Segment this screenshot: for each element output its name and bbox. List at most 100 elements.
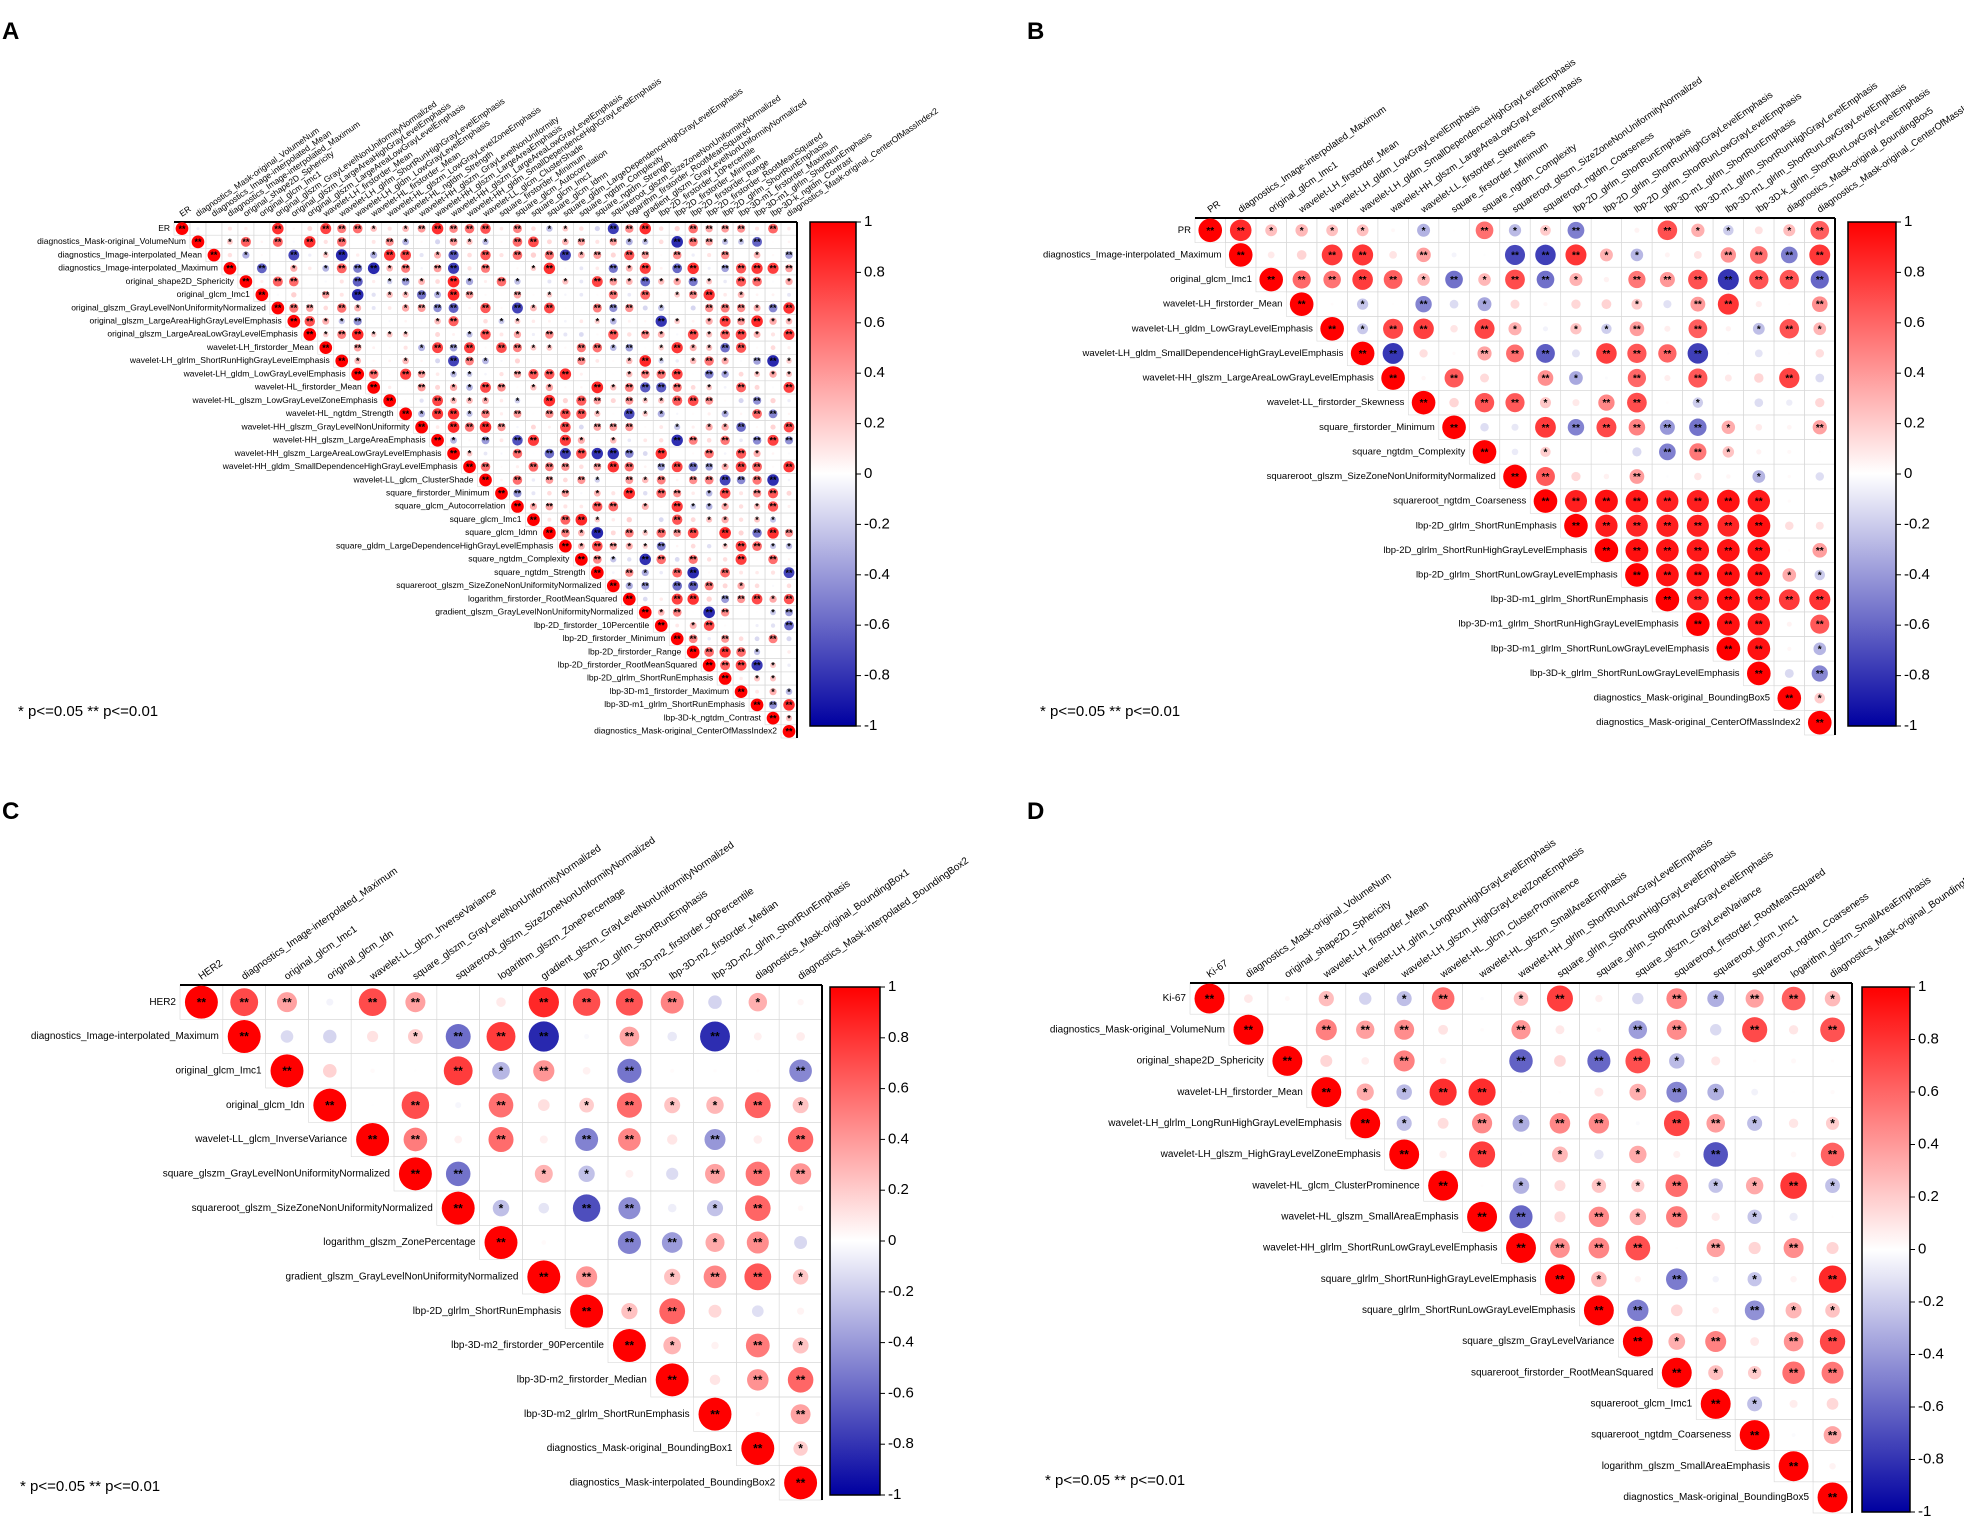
- correlation-circle: [1815, 373, 1825, 383]
- significance-star: *: [1635, 1179, 1640, 1193]
- correlation-circle: [796, 1032, 805, 1041]
- correlation-circle: [672, 514, 683, 525]
- correlation-circle: [1788, 1025, 1799, 1035]
- correlation-circle: [1244, 994, 1253, 1003]
- significance-star: *: [670, 1270, 675, 1284]
- correlation-circle: [543, 526, 556, 540]
- significance-star: **: [674, 435, 682, 445]
- significance-star: **: [668, 1373, 678, 1387]
- significance-star: **: [594, 422, 602, 432]
- significance-star: *: [1752, 1272, 1757, 1286]
- significance-star: **: [1481, 324, 1489, 335]
- correlation-circle: [1572, 399, 1580, 407]
- significance-star: **: [1724, 644, 1732, 655]
- correlation-circle: [721, 410, 729, 418]
- significance-star: **: [786, 303, 794, 313]
- significance-star: **: [1542, 472, 1550, 483]
- correlation-circle: [590, 566, 604, 579]
- correlation-circle: [611, 491, 616, 496]
- row-label: PR: [1178, 225, 1191, 236]
- significance-star: **: [434, 435, 442, 445]
- correlation-circle: [771, 584, 775, 588]
- significance-star: **: [370, 383, 378, 393]
- correlation-circle: [610, 344, 617, 351]
- significance-star: *: [755, 515, 759, 525]
- significance-star: **: [754, 528, 762, 538]
- significance-star: *: [452, 369, 456, 379]
- significance-star: **: [722, 250, 730, 260]
- significance-star: **: [770, 475, 778, 485]
- significance-star: **: [610, 502, 618, 512]
- correlation-circle: [722, 557, 728, 562]
- significance-star: *: [643, 502, 647, 512]
- correlation-circle: [755, 425, 759, 429]
- significance-star: **: [753, 1201, 763, 1215]
- correlation-circle: [1753, 1059, 1757, 1063]
- significance-star: **: [1816, 423, 1824, 434]
- correlation-circle: [385, 237, 394, 247]
- correlation-circle: [1789, 1399, 1798, 1408]
- significance-star: **: [1572, 250, 1580, 261]
- significance-star: **: [710, 1133, 720, 1147]
- correlation-circle: [500, 478, 503, 482]
- correlation-circle: [639, 355, 652, 367]
- correlation-circle: [671, 434, 683, 447]
- correlation-circle: [466, 371, 473, 377]
- correlation-circle: [594, 410, 601, 417]
- significance-star: *: [691, 356, 695, 366]
- correlation-circle: [785, 264, 793, 273]
- significance-star: **: [514, 224, 522, 234]
- significance-star: *: [1830, 1304, 1835, 1318]
- significance-star: *: [564, 277, 568, 287]
- significance-star: **: [1400, 1148, 1410, 1162]
- correlation-circle: [511, 500, 524, 513]
- row-label: diagnostics_Mask-original_BoundingBox5: [1623, 1492, 1809, 1503]
- colorbar-tick-label: 1: [888, 978, 896, 995]
- significance-star: **: [1389, 275, 1397, 286]
- correlation-circle: [1787, 474, 1791, 479]
- significance-star: **: [514, 290, 522, 300]
- significance-star: *: [798, 1098, 803, 1112]
- row-label: lbp-2D_firstorder_RootMeanSquared: [558, 659, 698, 669]
- significance-star: **: [1694, 423, 1702, 434]
- correlation-circle: [659, 425, 664, 429]
- significance-star: **: [1205, 992, 1215, 1006]
- significance-star: **: [1816, 275, 1824, 286]
- correlation-circle: [337, 329, 347, 339]
- significance-star: **: [754, 660, 762, 670]
- correlation-circle: [561, 238, 569, 246]
- correlation-circle: [450, 436, 457, 444]
- significance-star: **: [1298, 275, 1306, 286]
- significance-star: *: [713, 1201, 718, 1215]
- correlation-circle: [464, 422, 475, 432]
- correlation-circle: [786, 490, 792, 496]
- correlation-circle: [723, 386, 727, 389]
- correlation-circle: [704, 475, 714, 485]
- significance-star: **: [1594, 1116, 1604, 1130]
- correlation-circle: [624, 528, 634, 538]
- significance-star: **: [434, 343, 442, 353]
- significance-star: *: [468, 409, 472, 419]
- colorbar-tick-label: -1: [888, 1486, 901, 1503]
- correlation-circle: [287, 314, 301, 328]
- correlation-circle: [609, 423, 618, 432]
- significance-star: *: [723, 237, 727, 247]
- correlation-circle: [595, 266, 600, 271]
- correlation-circle: [496, 997, 506, 1007]
- significance-star: *: [420, 409, 424, 419]
- correlation-circle: [401, 277, 410, 286]
- correlation-circle: [659, 438, 664, 443]
- significance-star: **: [1663, 497, 1671, 508]
- correlation-circle: [691, 452, 695, 455]
- correlation-circle: [689, 344, 697, 352]
- correlation-circle: [628, 1275, 631, 1279]
- correlation-circle: [658, 344, 665, 351]
- correlation-circle: [784, 436, 794, 445]
- significance-star: **: [1555, 1241, 1565, 1255]
- correlation-circle: [1511, 448, 1519, 456]
- significance-star: **: [674, 594, 682, 604]
- correlation-circle: [675, 478, 679, 482]
- correlation-circle: [735, 461, 747, 473]
- significance-star: **: [1789, 1366, 1799, 1380]
- correlation-circle: [674, 318, 681, 325]
